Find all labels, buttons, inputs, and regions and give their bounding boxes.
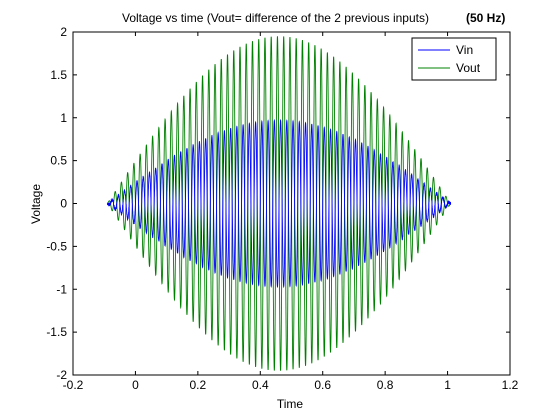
x-tick-label: 0.2 <box>190 378 207 392</box>
legend-label-vin: Vin <box>456 43 473 57</box>
x-tick-label: -0.2 <box>63 378 84 392</box>
y-tick-label: 1 <box>60 111 67 125</box>
y-tick-label: 1.5 <box>50 68 67 82</box>
chart-title-suffix: (50 Hz) <box>466 11 505 25</box>
axes-ticks: -0.2 0 0.2 0.4 0.6 0.8 1 1.2 -2 -1.5 -1 -0.5 0 0.5 1 1.… <box>46 25 518 392</box>
legend: Vin Vout <box>411 37 497 81</box>
x-tick-label: 0.4 <box>252 378 269 392</box>
chart-title: Voltage vs time (Vout= difference of the… <box>122 11 429 25</box>
legend-box <box>411 37 497 81</box>
y-tick-label: -1 <box>56 282 67 296</box>
y-tick-label: -1.5 <box>46 325 67 339</box>
y-tick-label: -2 <box>56 368 67 382</box>
x-tick-label: 0.6 <box>314 378 331 392</box>
y-tick-label: -0.5 <box>46 239 67 253</box>
x-tick-label: 0 <box>132 378 139 392</box>
y-tick-label: 2 <box>60 25 67 39</box>
y-tick-label: 0.5 <box>50 154 67 168</box>
y-tick-label: 0 <box>60 197 67 211</box>
x-tick-label: 1.2 <box>502 378 519 392</box>
series-line-vin <box>106 118 452 289</box>
x-axis-title: Time <box>277 397 304 411</box>
y-axis-title: Voltage <box>29 184 43 224</box>
plot-area <box>106 36 452 371</box>
x-tick-label: 1 <box>444 378 451 392</box>
legend-label-vout: Vout <box>456 61 481 75</box>
x-tick-label: 0.8 <box>377 378 394 392</box>
